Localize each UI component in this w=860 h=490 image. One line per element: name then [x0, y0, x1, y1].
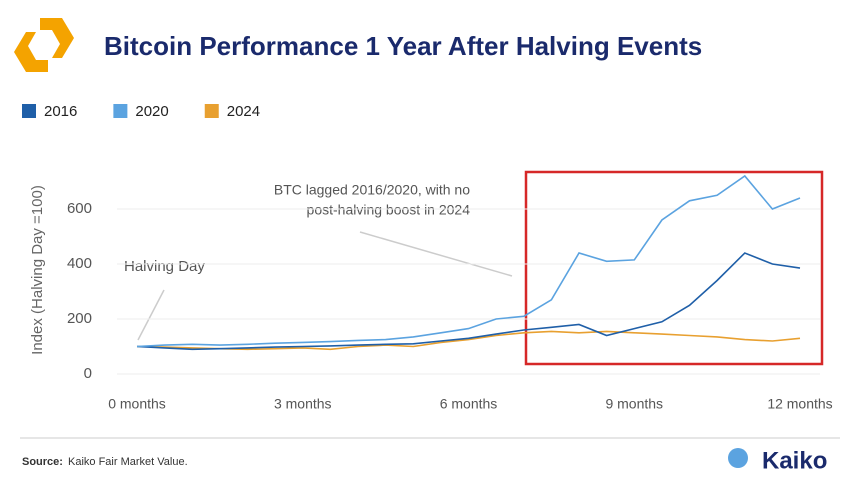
x-tick-label: 3 months [274, 396, 332, 412]
legend-label: 2024 [227, 103, 260, 120]
y-axis-label: Index (Halving Day =100) [29, 185, 46, 355]
series-line [136, 252, 801, 351]
legend-swatch [22, 104, 36, 118]
highlight-box [524, 170, 824, 366]
leader-line [137, 289, 165, 341]
legend-label: 2016 [44, 103, 77, 120]
annotation: BTC lagged 2016/2020, with no [274, 182, 470, 198]
x-tick-label: 9 months [605, 396, 663, 412]
legend-swatch [204, 104, 219, 118]
y-tick-label: 200 [67, 310, 92, 327]
annotation: Halving Day [124, 258, 205, 275]
series-line [136, 330, 801, 351]
y-tick-label: 0 [84, 365, 92, 382]
legend-label: 2020 [135, 103, 168, 120]
logo [14, 18, 74, 72]
chart-title: Bitcoin Performance 1 Year After Halving… [104, 31, 702, 61]
series-line [136, 174, 801, 348]
source-label: Source: [22, 456, 63, 468]
legend-swatch [113, 104, 128, 118]
y-tick-label: 400 [67, 255, 92, 272]
y-tick-label: 600 [67, 200, 92, 217]
x-tick-label: 0 months [108, 396, 166, 412]
x-tick-label: 12 months [767, 396, 832, 412]
logo-bird [728, 448, 748, 468]
x-tick-label: 6 months [440, 396, 498, 412]
leader-line [359, 231, 513, 277]
source: Kaiko Fair Market Value. [68, 456, 188, 468]
logo-text: Kaiko [762, 447, 827, 474]
annotation: post-halving boost in 2024 [307, 202, 471, 218]
